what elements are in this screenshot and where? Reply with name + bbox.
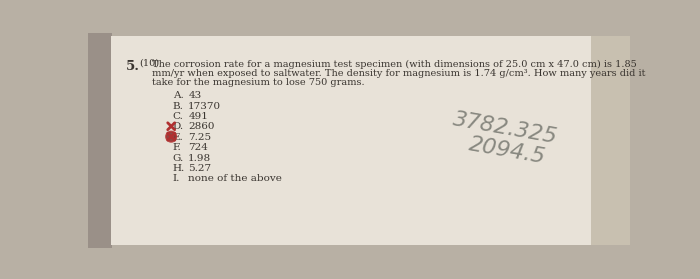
FancyBboxPatch shape xyxy=(111,36,592,245)
FancyBboxPatch shape xyxy=(88,33,112,248)
Text: 3782.325: 3782.325 xyxy=(452,110,559,148)
Text: (10): (10) xyxy=(139,59,160,68)
Text: 43: 43 xyxy=(188,91,202,100)
Text: A.: A. xyxy=(173,91,183,100)
Text: mm/yr when exposed to saltwater. The density for magnesium is 1.74 g/cm³. How ma: mm/yr when exposed to saltwater. The den… xyxy=(152,69,645,78)
Text: B.: B. xyxy=(173,102,183,111)
Text: F.: F. xyxy=(173,143,181,152)
Text: 2860: 2860 xyxy=(188,122,215,131)
Text: 5.27: 5.27 xyxy=(188,164,211,173)
Text: 17370: 17370 xyxy=(188,102,221,111)
Text: 2094.5: 2094.5 xyxy=(468,134,547,168)
Text: 5.: 5. xyxy=(126,60,140,73)
Text: 1.98: 1.98 xyxy=(188,154,211,163)
Text: E.: E. xyxy=(173,133,183,142)
Text: take for the magnesium to lose 750 grams.: take for the magnesium to lose 750 grams… xyxy=(152,78,365,87)
Text: 724: 724 xyxy=(188,143,208,152)
Text: G.: G. xyxy=(173,154,184,163)
Text: none of the above: none of the above xyxy=(188,174,282,183)
Text: D.: D. xyxy=(173,122,184,131)
FancyBboxPatch shape xyxy=(592,36,630,245)
Text: 491: 491 xyxy=(188,112,208,121)
Text: C.: C. xyxy=(173,112,183,121)
Text: H.: H. xyxy=(173,164,185,173)
Text: The corrosion rate for a magnesium test specimen (with dimensions of 25.0 cm x 4: The corrosion rate for a magnesium test … xyxy=(152,60,636,69)
Text: I.: I. xyxy=(173,174,180,183)
Text: 7.25: 7.25 xyxy=(188,133,211,142)
Circle shape xyxy=(166,132,176,142)
